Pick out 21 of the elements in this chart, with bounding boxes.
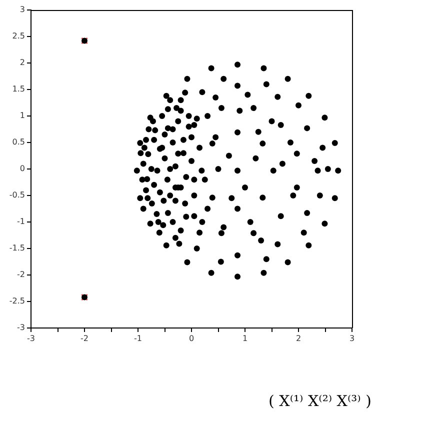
text: ( X⁽¹⁾ X⁽²⁾ X⁽³⁾ ) — [268, 392, 372, 410]
x-tick-label: 1 — [242, 334, 248, 343]
y-tick-label: -1 — [17, 217, 25, 226]
y-tick-label: 0 — [20, 164, 25, 174]
y-tick-label: 1 — [20, 111, 25, 120]
x-tick-label: -2 — [80, 334, 88, 343]
y-tick-label: -2 — [17, 270, 25, 280]
x-tick-label: 0 — [188, 334, 194, 343]
x-tick-label: 2 — [296, 334, 302, 343]
y-tick-label: 2.5 — [12, 32, 25, 41]
y-tick-label: 2 — [20, 58, 25, 68]
y-tick-label: 0.5 — [12, 138, 25, 147]
y-tick-label: -3 — [17, 323, 25, 332]
y-tick-label: -0.5 — [9, 190, 25, 200]
y-tick-label: -1.5 — [9, 244, 25, 253]
y-tick-label: 3 — [20, 5, 25, 14]
y-tick-label: 1.5 — [12, 84, 25, 94]
y-tick-label: -2.5 — [9, 296, 25, 306]
x-tick-label: -1 — [134, 334, 142, 343]
x-tick-label: -3 — [27, 334, 35, 343]
x-tick-label: 3 — [349, 334, 355, 343]
